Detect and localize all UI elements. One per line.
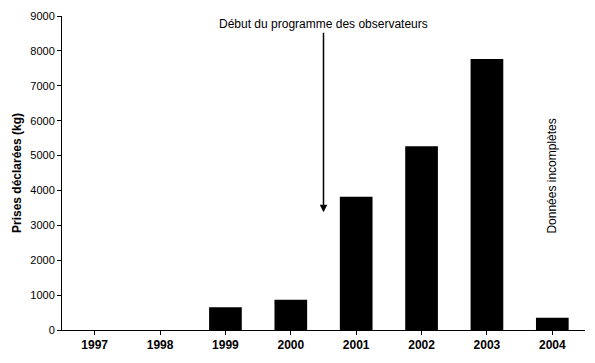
svg-text:1000: 1000	[30, 289, 54, 301]
svg-text:7000: 7000	[30, 80, 54, 92]
svg-text:2000: 2000	[277, 338, 304, 352]
svg-text:5000: 5000	[30, 149, 54, 161]
svg-text:1999: 1999	[212, 338, 239, 352]
svg-text:2003: 2003	[474, 338, 501, 352]
svg-text:Début du programme des observa: Début du programme des observateurs	[219, 17, 428, 31]
svg-text:1997: 1997	[81, 338, 108, 352]
svg-text:8000: 8000	[30, 45, 54, 57]
svg-text:2001: 2001	[343, 338, 370, 352]
svg-text:Données incomplètes: Données incomplètes	[545, 118, 559, 233]
svg-text:0: 0	[49, 324, 55, 336]
svg-text:9000: 9000	[30, 10, 54, 22]
svg-text:1998: 1998	[147, 338, 174, 352]
svg-text:Prises déclarées (kg): Prises déclarées (kg)	[10, 113, 24, 233]
svg-text:4000: 4000	[30, 184, 54, 196]
svg-text:2000: 2000	[30, 254, 54, 266]
svg-text:2004: 2004	[539, 338, 566, 352]
svg-text:3000: 3000	[30, 219, 54, 231]
svg-text:6000: 6000	[30, 115, 54, 127]
svg-text:2002: 2002	[408, 338, 435, 352]
